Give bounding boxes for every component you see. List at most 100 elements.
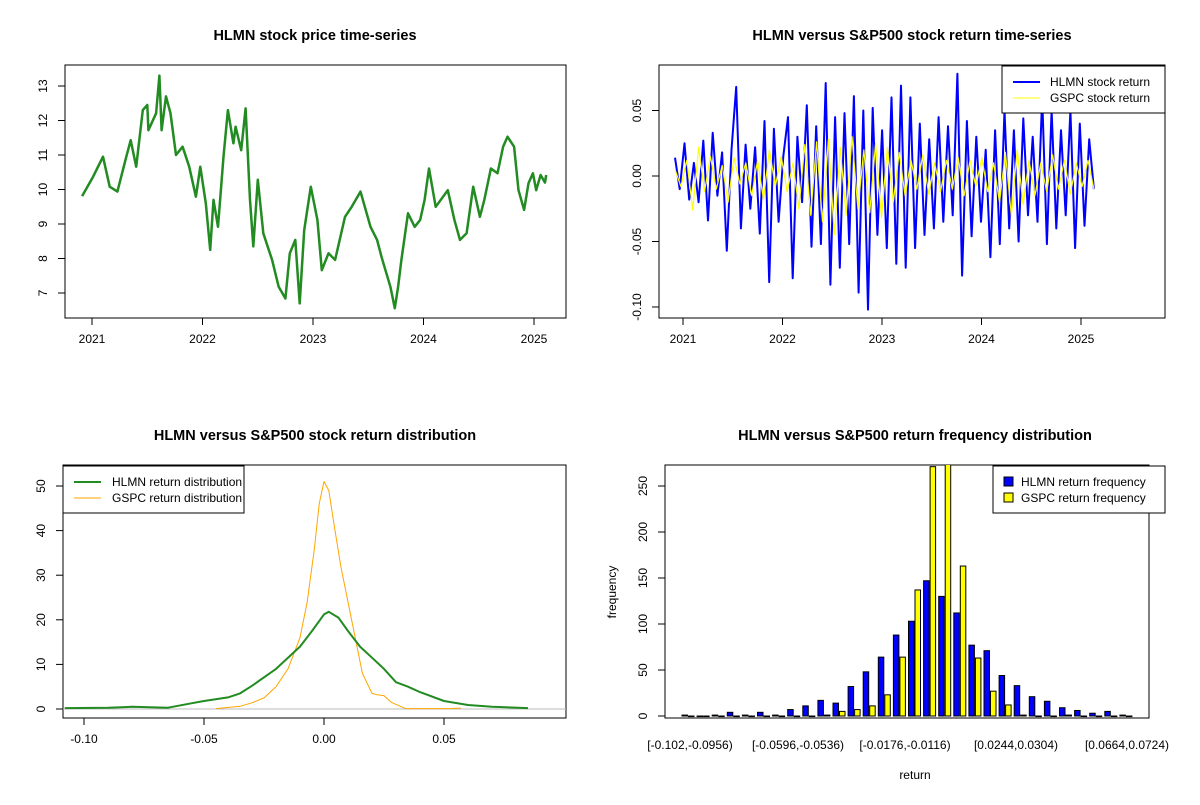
hlmn-frequency-bar	[862, 671, 870, 717]
panel2-x-tick-label: 2025	[1068, 332, 1095, 346]
hlmn-frequency-bar	[892, 634, 900, 717]
hlmn-frequency-bar	[1119, 714, 1126, 717]
gspc-frequency-bar	[929, 466, 937, 717]
gspc-frequency-bar	[748, 715, 755, 718]
panel2-x-tick-label: 2022	[769, 332, 796, 346]
gspc-frequency-bar	[1065, 714, 1072, 717]
panel4-y-tick-label: 150	[636, 568, 650, 588]
panel2-y-tick-label: -0.05	[630, 228, 644, 256]
gspc-frequency-bar	[959, 565, 967, 717]
gspc-frequency-bar	[1005, 704, 1012, 717]
panel1-y-tick-label: 7	[36, 289, 50, 296]
legend-gspc-label: GSPC return frequency	[1021, 491, 1146, 505]
hlmn-frequency-bar	[1059, 707, 1066, 717]
panel2-y-tick-label: 0.05	[630, 98, 644, 122]
panel4-x-tick-label: [0.0244,0.0304)	[974, 738, 1058, 752]
gspc-return-line	[674, 136, 1095, 236]
panel2-y-tick-label: 0.00	[630, 164, 644, 188]
gspc-frequency-bar	[944, 465, 952, 717]
hlmn-frequency-bar	[832, 702, 839, 717]
hlmn-frequency-bar	[1043, 700, 1051, 717]
gspc-density-line	[215, 481, 461, 710]
panel3-y-tick-label: 0	[34, 705, 48, 712]
gspc-frequency-bar	[688, 715, 695, 718]
gspc-frequency-bar	[1125, 715, 1133, 718]
hlmn-frequency-bar	[923, 580, 930, 717]
panel1-x-tick-label: 2023	[300, 332, 327, 346]
hlmn-frequency-bar	[983, 650, 990, 717]
gspc-frequency-bar	[990, 690, 997, 717]
hlmn-price-line	[81, 74, 548, 310]
panel4-y-tick-label: 100	[636, 614, 650, 634]
panel1-y-tick-label: 8	[36, 255, 50, 262]
gspc-frequency-bar	[884, 694, 891, 717]
hlmn-frequency-bar	[741, 714, 749, 717]
gspc-frequency-bar	[854, 709, 861, 717]
legend-gspc-label: GSPC return distribution	[112, 491, 242, 505]
gspc-frequency-bar	[839, 710, 846, 717]
panel2-legend	[1001, 65, 1166, 114]
panel2-plot-area	[658, 64, 1166, 319]
hlmn-frequency-bar	[696, 715, 704, 718]
panel2-title: HLMN versus S&P500 stock return time-ser…	[752, 28, 1071, 44]
hlmn-frequency-bar	[757, 711, 764, 717]
panel1-x-tick-label: 2021	[79, 332, 106, 346]
gspc-frequency-bar	[869, 705, 876, 717]
hlmn-frequency-bar	[726, 711, 734, 717]
panel1-y-tick-label: 13	[36, 79, 50, 93]
panel1-y-tick-label: 10	[36, 183, 50, 197]
panel4-y-tick-label: 200	[636, 522, 650, 542]
panel4-x-axis-label: return	[899, 768, 930, 782]
panel4-y-tick-label: 0	[636, 712, 650, 719]
hlmn-frequency-bar	[711, 714, 719, 717]
panel1-plot-area	[64, 64, 567, 319]
hlmn-frequency-bar	[1104, 710, 1111, 717]
hlmn-frequency-bar	[938, 595, 945, 717]
panel3-x-tick-label: 0.05	[432, 732, 456, 746]
panel4-x-tick-label: [-0.0176,-0.0116)	[859, 738, 950, 752]
hlmn-frequency-bar	[1074, 709, 1081, 717]
hlmn-frequency-bar	[681, 714, 688, 717]
gspc-frequency-bar	[899, 656, 906, 717]
legend-hlmn-label: HLMN return distribution	[112, 475, 242, 489]
panel3-plot-area	[62, 464, 567, 719]
panel3-y-tick-label: 20	[34, 613, 48, 627]
hlmn-frequency-bar	[787, 709, 794, 717]
panel1-x-tick-label: 2025	[521, 332, 548, 346]
hlmn-density-line	[64, 610, 529, 710]
panel3-title: HLMN versus S&P500 stock return distribu…	[154, 428, 476, 444]
panel1-y-tick-label: 11	[36, 148, 50, 161]
panel1-title: HLMN stock price time-series	[213, 28, 416, 44]
panel4-x-tick-label: [-0.0596,-0.0536)	[752, 738, 844, 752]
panel4-y-tick-label: 50	[636, 663, 650, 677]
panel1-x-tick-label: 2022	[189, 332, 216, 346]
hlmn-frequency-bar	[817, 699, 824, 717]
hlmn-frequency-bar	[877, 656, 885, 717]
hlmn-frequency-bar	[908, 620, 915, 717]
gspc-frequency-bar	[793, 715, 801, 718]
panel3-y-tick-label: 30	[34, 568, 48, 582]
panel4-y-tick-label: 250	[636, 476, 650, 496]
legend-gspc-swatch	[1003, 492, 1014, 503]
panel4-x-tick-label: [0.0664,0.0724)	[1085, 738, 1169, 752]
legend-hlmn-swatch	[1003, 476, 1014, 487]
panel3-x-tick-label: -0.05	[190, 732, 218, 746]
panel2-x-tick-label: 2023	[869, 332, 896, 346]
panel4-legend	[992, 465, 1166, 514]
panel3-y-tick-label: 50	[34, 479, 48, 493]
gspc-frequency-bar	[974, 657, 982, 717]
panel3-x-tick-label: -0.10	[70, 732, 98, 746]
gspc-frequency-bar	[763, 715, 770, 718]
hlmn-frequency-bar	[953, 612, 960, 717]
panel1-y-tick-label: 9	[36, 220, 50, 227]
panel3-y-tick-label: 10	[34, 657, 48, 671]
panel4-x-tick-label: [-0.102,-0.0956)	[647, 738, 732, 752]
legend-hlmn-label: HLMN return frequency	[1021, 475, 1146, 489]
hlmn-frequency-bar	[847, 686, 855, 717]
hlmn-frequency-bar	[1089, 712, 1096, 717]
hlmn-frequency-bar	[998, 675, 1006, 717]
legend-hlmn-label: HLMN stock return	[1050, 75, 1150, 89]
gspc-frequency-bar	[1020, 714, 1027, 717]
legend-gspc-label: GSPC stock return	[1050, 91, 1150, 105]
